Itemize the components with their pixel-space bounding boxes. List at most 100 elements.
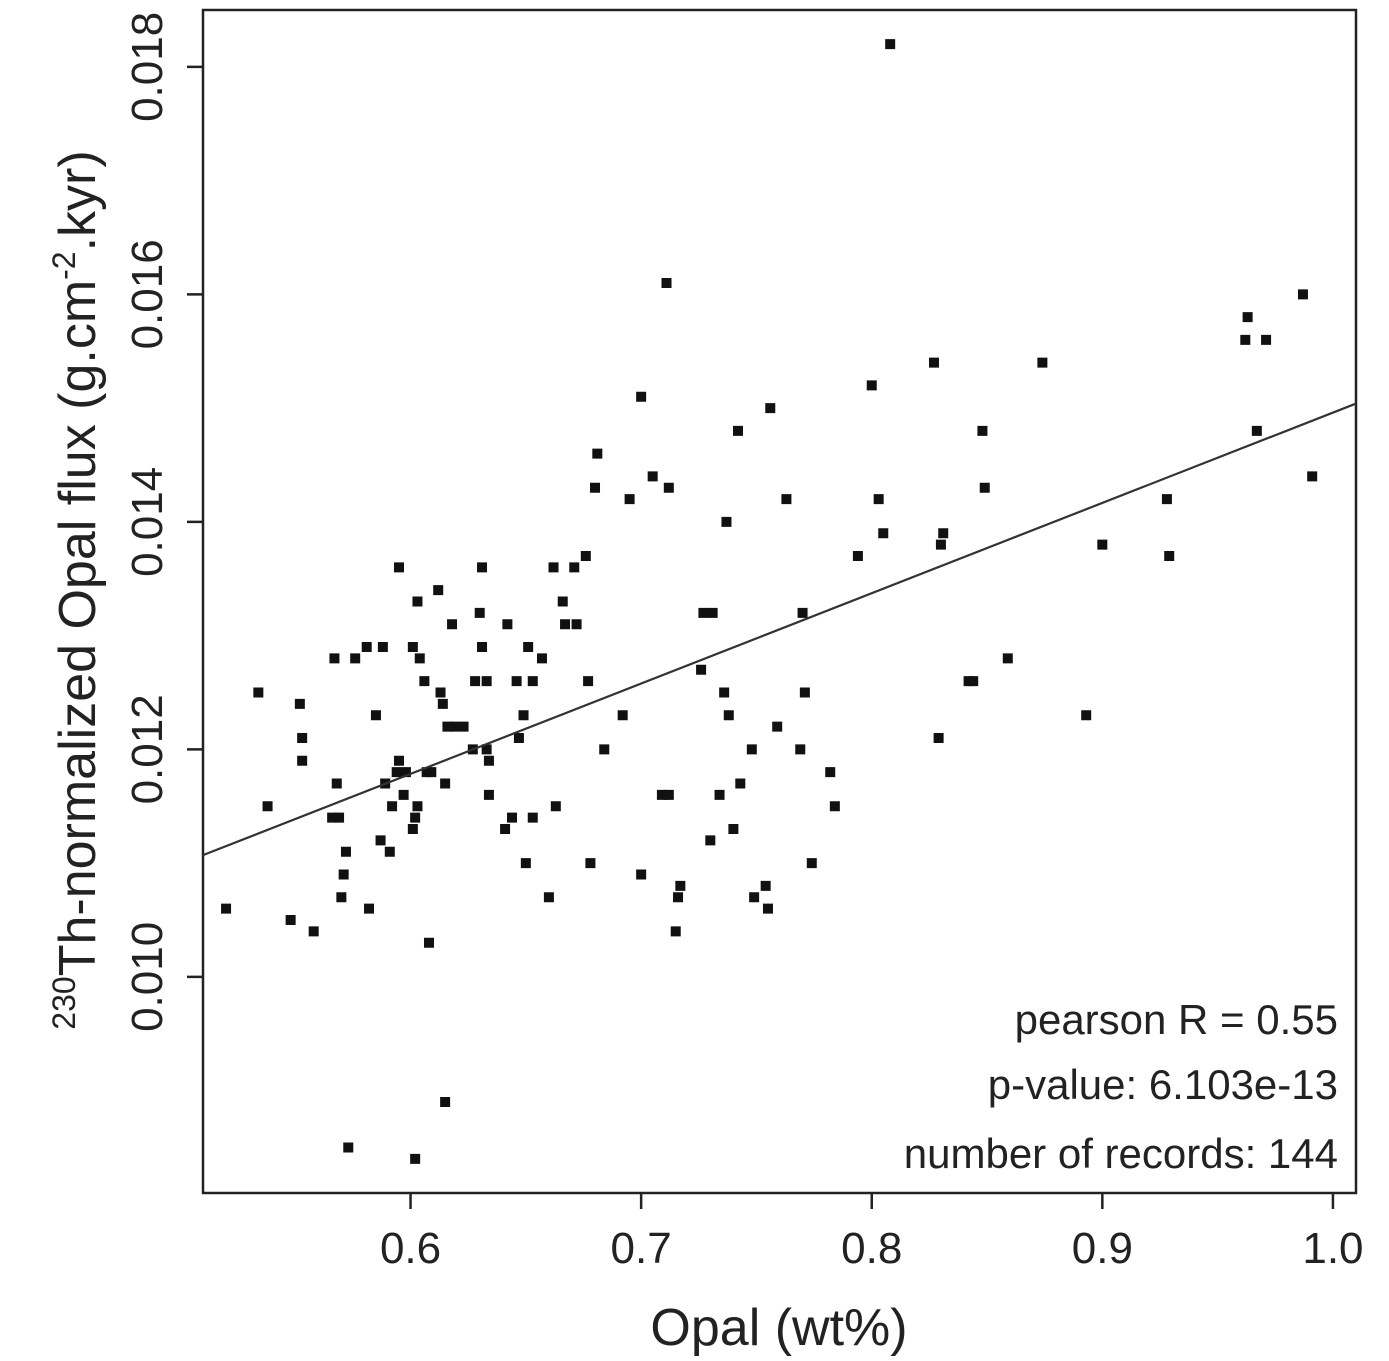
data-point: [527, 812, 538, 823]
data-point: [592, 448, 603, 459]
data-point: [979, 482, 990, 493]
data-point: [1240, 334, 1251, 345]
data-point: [518, 710, 529, 721]
data-point: [391, 767, 402, 778]
data-point: [253, 687, 264, 698]
data-point: [527, 676, 538, 687]
y-axis-label-exponent: -2: [46, 251, 82, 279]
data-point: [338, 869, 349, 880]
data-point: [340, 846, 351, 857]
data-point: [1097, 539, 1108, 550]
x-axis-label: Opal (wt%): [650, 1299, 907, 1357]
data-point: [636, 869, 647, 880]
data-point: [795, 744, 806, 755]
data-point: [449, 721, 460, 732]
data-point: [673, 892, 684, 903]
data-point: [435, 687, 446, 698]
annotation-record-count: number of records: 144: [904, 1130, 1338, 1177]
x-tick-label: 1.0: [1302, 1224, 1363, 1273]
data-point: [885, 39, 896, 50]
data-point: [331, 778, 342, 789]
y-axis: 0.010 0.012 0.014 0.016 0.018: [123, 12, 203, 1032]
data-point: [400, 767, 411, 778]
data-point: [929, 357, 940, 368]
y-tick-label: 0.018: [123, 12, 172, 122]
data-point: [829, 801, 840, 812]
y-axis-label-tail: .kyr): [49, 150, 107, 251]
data-point: [536, 653, 547, 664]
data-point: [297, 755, 308, 766]
data-point: [481, 676, 492, 687]
data-point: [714, 789, 725, 800]
data-point: [520, 858, 531, 869]
data-point: [440, 1097, 451, 1107]
y-tick-label: 0.016: [123, 239, 172, 349]
data-point: [799, 687, 810, 698]
data-point: [719, 687, 730, 698]
data-point: [707, 607, 718, 618]
data-point: [507, 812, 518, 823]
y-tick-label: 0.012: [123, 694, 172, 804]
data-point: [513, 733, 524, 743]
data-point: [852, 551, 863, 561]
data-point: [412, 801, 423, 812]
data-point: [334, 812, 345, 823]
y-axis-label-superscript: 230: [46, 976, 82, 1029]
data-point: [569, 562, 580, 573]
data-point: [394, 755, 405, 766]
data-point: [407, 824, 418, 834]
data-point: [746, 744, 757, 755]
data-point: [762, 903, 773, 914]
data-point: [571, 619, 582, 630]
data-point: [297, 733, 308, 743]
data-point: [1242, 312, 1253, 323]
data-point: [560, 619, 571, 630]
data-point: [599, 744, 610, 755]
data-point: [1037, 357, 1048, 368]
data-point: [437, 698, 448, 709]
data-point: [656, 789, 667, 800]
data-point: [1261, 334, 1272, 345]
data-point: [873, 494, 884, 505]
data-point: [1251, 425, 1262, 436]
data-point: [523, 642, 534, 652]
data-point: [647, 471, 658, 482]
y-tick-label: 0.010: [123, 922, 172, 1032]
data-point: [394, 562, 405, 573]
plot-frame: [201, 8, 1358, 1195]
data-point: [663, 482, 674, 493]
data-point: [308, 926, 319, 937]
data-point: [364, 903, 375, 914]
data-point: [772, 721, 783, 732]
data-point: [294, 698, 305, 709]
data-point: [447, 619, 458, 630]
data-point: [423, 937, 434, 948]
data-point: [221, 903, 232, 914]
data-point: [938, 528, 949, 539]
annotation-pearson-r: pearson R = 0.55: [1015, 996, 1338, 1043]
data-point: [732, 425, 743, 436]
data-point: [412, 596, 423, 607]
data-point: [370, 710, 381, 721]
x-tick-label: 0.8: [841, 1224, 902, 1273]
data-point: [548, 562, 559, 573]
data-point: [384, 846, 395, 857]
data-point: [728, 824, 739, 834]
data-point: [705, 835, 716, 846]
data-point: [636, 391, 647, 402]
data-point: [470, 676, 481, 687]
annotation-p-value: p-value: 6.103e-13: [988, 1061, 1338, 1108]
data-point: [1164, 551, 1175, 561]
data-point: [760, 880, 771, 891]
data-point: [483, 755, 494, 766]
data-point: [550, 801, 561, 812]
data-point: [477, 562, 488, 573]
data-point: [419, 676, 430, 687]
data-point: [262, 801, 273, 812]
x-tick-label: 0.9: [1072, 1224, 1133, 1273]
data-point: [410, 812, 421, 823]
data-point: [398, 789, 409, 800]
data-point: [433, 585, 444, 596]
data-point: [825, 767, 836, 778]
x-tick-label: 0.6: [380, 1224, 441, 1273]
